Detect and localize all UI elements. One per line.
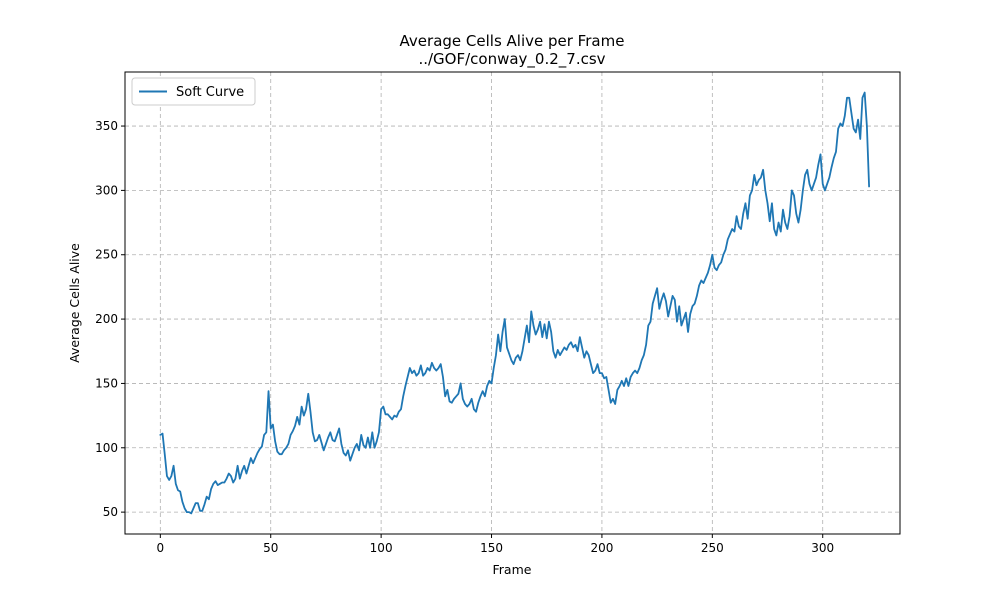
series-line-soft-curve bbox=[159, 91, 870, 515]
chart-subtitle: ../GOF/conway_0.2_7.csv bbox=[418, 50, 605, 69]
y-tick-label: 150 bbox=[95, 376, 118, 390]
x-tick-label: 50 bbox=[263, 541, 278, 555]
y-axis-label: Average Cells Alive bbox=[67, 243, 82, 363]
y-tick-label: 100 bbox=[95, 441, 118, 455]
x-axis-label: Frame bbox=[493, 562, 532, 577]
plot-area-frame bbox=[124, 71, 901, 535]
legend-box bbox=[131, 77, 256, 106]
y-tick-label: 200 bbox=[95, 312, 118, 326]
legend: Soft Curve bbox=[131, 77, 256, 106]
x-tick-label: 300 bbox=[811, 541, 834, 555]
x-tick-label: 0 bbox=[157, 541, 165, 555]
grid bbox=[125, 72, 900, 534]
series-layer bbox=[159, 91, 870, 515]
y-tick-label: 350 bbox=[95, 119, 118, 133]
ticks: 0 50 100 150 200 250 300 50 100 150 200 250 300 350 bbox=[95, 119, 834, 555]
y-tick-label: 250 bbox=[95, 248, 118, 262]
x-tick-label: 150 bbox=[480, 541, 503, 555]
x-tick-label: 100 bbox=[370, 541, 393, 555]
chart-title: Average Cells Alive per Frame bbox=[400, 32, 625, 50]
y-tick-label: 300 bbox=[95, 183, 118, 197]
x-tick-label: 200 bbox=[590, 541, 613, 555]
y-tick-label: 50 bbox=[103, 505, 118, 519]
legend-label: Soft Curve bbox=[176, 85, 244, 100]
x-tick-label: 250 bbox=[701, 541, 724, 555]
